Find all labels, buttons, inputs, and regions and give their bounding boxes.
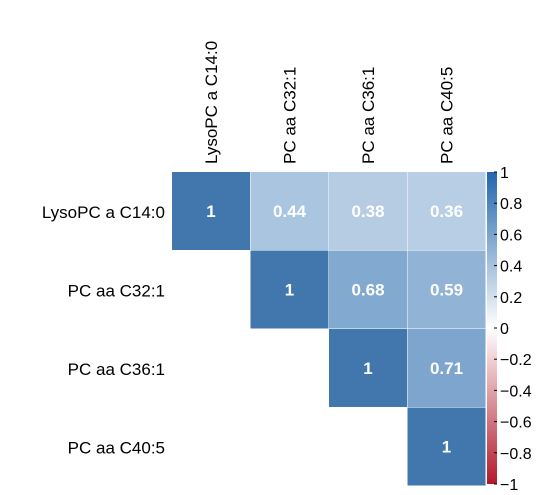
colorbar: 1 0.8 0.6 0.4 0.2 0 −0.2 −0.4 −0.6 −0.8 −1 [487, 165, 532, 494]
row-label: PC aa C40:5 [68, 439, 165, 458]
colorbar-tick-label: −0.8 [500, 446, 532, 463]
colorbar-tick-label: 0.2 [500, 290, 522, 307]
cell-value-label: 1 [285, 281, 294, 300]
column-label: LysoPC a C14:0 [202, 41, 221, 164]
colorbar-tick-label: −0.4 [500, 383, 532, 400]
cell-value-label: 1 [363, 359, 372, 378]
colorbar-tick-label: −1 [500, 477, 518, 494]
colorbar-tick-label: −0.6 [500, 415, 532, 432]
heatmap-cell [250, 250, 329, 329]
colorbar-tick-label: 0.8 [500, 196, 522, 213]
heatmap-cell [329, 329, 407, 407]
heatmap-cell [407, 407, 486, 486]
row-labels: LysoPC a C14:0 PC aa C32:1 PC aa C36:1 PC a… [42, 203, 165, 458]
heatmap-cell [172, 172, 250, 250]
cell-value-labels: 1 0.44 0.38 0.36 1 0.68 0.59 1 0.71 1 [206, 202, 463, 457]
heatmap-cell [329, 250, 407, 329]
colorbar-tick-label: 0.4 [500, 259, 522, 276]
cell-value-label: 1 [442, 438, 451, 457]
colorbar-gradient [487, 172, 497, 484]
heatmap-cell [329, 172, 407, 250]
cell-value-label: 1 [206, 202, 215, 221]
cell-value-label: 0.36 [430, 202, 463, 221]
cell-value-label: 0.59 [430, 281, 463, 300]
heatmap-cell [407, 250, 486, 329]
colorbar-tick-label: 1 [500, 165, 509, 182]
cell-value-label: 0.71 [430, 359, 463, 378]
column-label: PC aa C40:5 [438, 67, 457, 164]
colorbar-tick-label: 0.6 [500, 227, 522, 244]
cell-value-label: 0.38 [351, 202, 384, 221]
colorbar-tick-label: 0 [500, 321, 509, 338]
column-labels: LysoPC a C14:0 PC aa C32:1 PC aa C36:1 PC a… [202, 41, 457, 164]
row-label: LysoPC a C14:0 [42, 203, 165, 222]
column-label: PC aa C32:1 [281, 67, 300, 164]
cell-value-label: 0.68 [351, 281, 384, 300]
cell-value-label: 0.44 [273, 202, 307, 221]
column-label: PC aa C36:1 [359, 67, 378, 164]
colorbar-tick-label: −0.2 [500, 352, 532, 369]
heatmap-cell [407, 329, 486, 407]
heatmap-cell [250, 172, 329, 250]
row-label: PC aa C36:1 [68, 360, 165, 379]
heatmap-cell [407, 172, 486, 250]
heatmap-cells [172, 172, 486, 486]
row-label: PC aa C32:1 [68, 282, 165, 301]
